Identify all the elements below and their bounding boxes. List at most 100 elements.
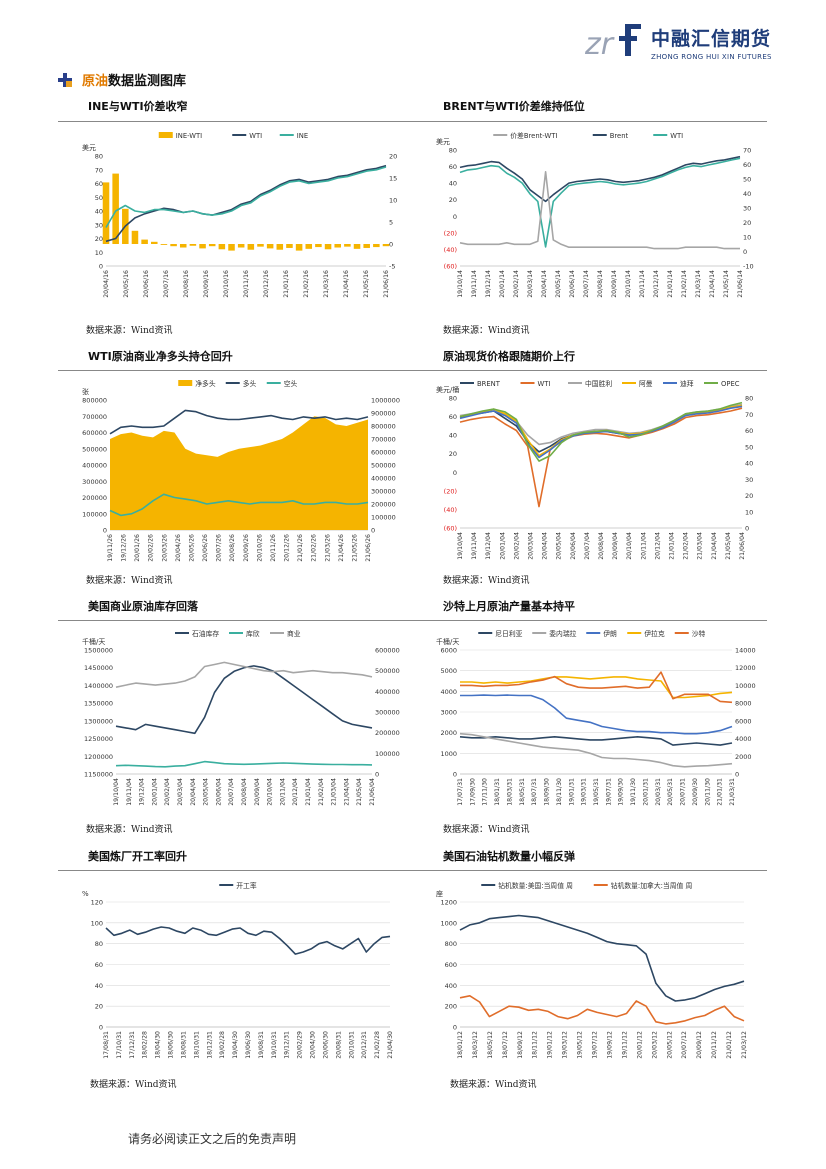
x-tick-label: 18/11/30 xyxy=(556,778,563,806)
line-series xyxy=(115,665,373,735)
y2-tick-label: 2000 xyxy=(735,753,752,761)
y-tick-label: 600 xyxy=(445,961,457,969)
y2-tick-label: 10 xyxy=(743,234,751,242)
y2-tick-label: 900000 xyxy=(371,410,396,418)
y-tick-label: 80 xyxy=(449,147,457,155)
y2-tick-label: 60 xyxy=(745,427,753,435)
y-tick-label: 80 xyxy=(449,395,457,403)
y-tick-label: (40) xyxy=(444,246,457,254)
x-tick-label: 20/02/29 xyxy=(297,1031,304,1059)
x-tick-label: 19/06/30 xyxy=(245,1031,252,1059)
y-tick-label: 200 xyxy=(445,1003,457,1011)
x-tick-label: 20/11/30 xyxy=(704,778,711,806)
x-tick-label: 20/04/16 xyxy=(103,270,110,298)
y-tick-label: 10 xyxy=(95,249,103,257)
y-tick-label: (40) xyxy=(444,506,457,514)
y2-tick-label: 14000 xyxy=(735,647,756,655)
y2-tick-label: 200000 xyxy=(371,501,396,509)
bar-mark xyxy=(102,182,110,244)
y-axis-unit: 张 xyxy=(82,387,89,396)
legend-label: 中国胜利 xyxy=(585,379,612,388)
line-series xyxy=(459,155,741,203)
x-tick-label: 19/10/31 xyxy=(271,1031,278,1059)
y2-tick-label: 20 xyxy=(745,492,753,500)
y2-tick-label: 15 xyxy=(389,175,397,183)
line-series xyxy=(459,401,743,462)
y2-tick-label: 30 xyxy=(743,205,751,213)
y-tick-label: 100 xyxy=(91,919,103,927)
line-series xyxy=(105,166,387,228)
legend-label: 伊拉克 xyxy=(644,629,665,638)
x-tick-label: 20/05/31 xyxy=(667,778,674,806)
x-tick-label: 20/09/04 xyxy=(612,532,619,560)
x-tick-label: 20/07/04 xyxy=(228,778,235,806)
x-tick-label: 20/07/04 xyxy=(584,532,591,560)
x-tick-label: 20/08/16 xyxy=(183,270,190,298)
y-tick-label: 20 xyxy=(449,450,457,458)
x-tick-label: 21/04/26 xyxy=(338,534,345,562)
x-tick-label: 20/08/04 xyxy=(598,532,605,560)
y2-tick-label: 300000 xyxy=(371,488,396,496)
y2-tick-label: 4000 xyxy=(735,735,752,743)
y2-tick-label: 12000 xyxy=(735,664,756,672)
y2-tick-label: 500000 xyxy=(371,462,396,470)
x-tick-label: 19/11/30 xyxy=(630,778,637,806)
x-tick-label: 19/04/30 xyxy=(232,1031,239,1059)
y-tick-label: 20 xyxy=(449,196,457,204)
row-divider xyxy=(58,870,767,871)
y2-tick-label: 60 xyxy=(743,161,751,169)
legend-label: BRENT xyxy=(477,380,501,388)
x-tick-label: 20/05/16 xyxy=(123,270,130,298)
line-series xyxy=(105,926,391,955)
panel-title: 美国商业原油库存回落 xyxy=(88,600,198,613)
x-tick-label: 20/02/04 xyxy=(513,532,520,560)
y2-tick-label: 1000000 xyxy=(371,397,400,405)
x-tick-label: 20/06/26 xyxy=(202,534,209,562)
x-tick-label: 21/06/04 xyxy=(369,778,376,806)
data-source: 数据来源：Wind资讯 xyxy=(86,825,173,835)
bar-mark xyxy=(151,241,158,244)
y-tick-label: 1350000 xyxy=(84,700,113,708)
x-tick-label: 21/03/16 xyxy=(323,270,330,298)
x-tick-label: 19/07/12 xyxy=(592,1031,599,1059)
x-tick-label: 21/06/26 xyxy=(365,534,372,562)
x-tick-label: 17/11/30 xyxy=(482,778,489,806)
x-tick-label: 18/05/12 xyxy=(487,1031,494,1059)
x-tick-label: 20/09/26 xyxy=(243,534,250,562)
data-source: 数据来源：Wind资讯 xyxy=(86,576,173,586)
y2-tick-label: 600000 xyxy=(371,449,396,457)
x-tick-label: 17/08/31 xyxy=(103,1031,110,1059)
x-tick-label: 20/04/14 xyxy=(541,270,548,298)
section-title-highlight: 原油 xyxy=(82,74,109,89)
x-tick-label: 20/08/31 xyxy=(335,1031,342,1059)
data-source: 数据来源：Wind资讯 xyxy=(90,1080,177,1090)
y2-tick-label: 500000 xyxy=(375,667,400,675)
legend-label: 净多头 xyxy=(195,379,216,388)
legend-label: 沙特 xyxy=(692,629,706,638)
x-tick-label: 21/01/26 xyxy=(297,534,304,562)
y2-tick-label: 70 xyxy=(743,147,751,155)
y-axis-unit: 千桶/天 xyxy=(436,637,459,646)
y-tick-label: 500000 xyxy=(82,445,107,453)
legend-label: INE xyxy=(297,132,308,140)
y-tick-label: 1000 xyxy=(440,750,457,758)
bar-mark xyxy=(266,244,274,249)
x-tick-label: 20/07/16 xyxy=(163,270,170,298)
x-tick-label: 17/12/31 xyxy=(129,1031,136,1059)
y2-tick-label: -10 xyxy=(743,263,754,271)
x-tick-label: 20/03/14 xyxy=(527,270,534,298)
x-tick-label: 20/09/30 xyxy=(692,778,699,806)
y2-tick-label: 40 xyxy=(743,190,751,198)
legend-label: 伊朗 xyxy=(603,629,617,638)
x-tick-label: 20/12/26 xyxy=(284,534,291,562)
zrf-logo-icon: zr xyxy=(585,24,641,62)
x-tick-label: 21/02/26 xyxy=(311,534,318,562)
data-source: 数据来源：Wind资讯 xyxy=(450,1080,537,1090)
y-tick-label: 1200000 xyxy=(84,753,113,761)
chart-svg: 0 100000 200000 300000 400000 500000 600000 700… xyxy=(82,379,400,562)
y-tick-label: 30 xyxy=(95,221,103,229)
bar-mark xyxy=(276,244,284,250)
y2-tick-label: 800000 xyxy=(371,423,396,431)
y-tick-label: 0 xyxy=(103,527,107,535)
area-series xyxy=(110,416,368,530)
